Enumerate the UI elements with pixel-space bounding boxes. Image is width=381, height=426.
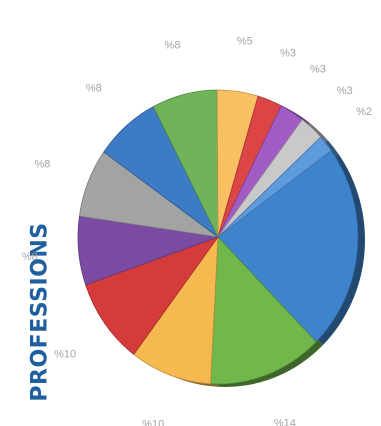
pie-slice-2	[133, 235, 219, 385]
pie-slice-label-8: %5	[237, 36, 253, 48]
pie-slice-label-2: %10	[142, 418, 164, 426]
pie-slice-label-7: %8	[165, 39, 181, 51]
pie-slice-label-1: %14	[274, 418, 296, 426]
pie-slice-label-11: %3	[337, 85, 353, 97]
pie-slice-label-4: %8	[22, 251, 38, 263]
pie-slice-label-10: %3	[310, 64, 326, 76]
pie-slices	[77, 89, 359, 385]
pie-slice-label-3: %10	[54, 349, 76, 361]
pie-slice-label-5: %8	[34, 159, 50, 171]
pie-slice-1	[210, 236, 317, 385]
pie-labels: %24%14%10%10%8%8%8%8%5%3%3%3%2	[22, 36, 372, 426]
pie-slice-label-9: %3	[280, 48, 296, 60]
pie-slice-label-6: %8	[86, 82, 102, 94]
pie-slice-3	[85, 236, 220, 355]
pie-slice-0	[217, 150, 359, 343]
pie-slice-12	[217, 136, 332, 238]
pie-slice-label-12: %2	[356, 106, 372, 118]
